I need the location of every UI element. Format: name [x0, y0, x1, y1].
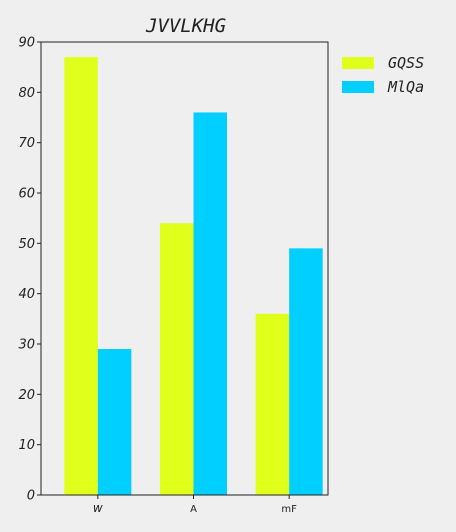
- y-tick-label: 20: [18, 388, 35, 403]
- y-tick-label: 10: [18, 438, 35, 453]
- legend-label: MlQa: [387, 78, 424, 96]
- x-tick-label: A: [190, 504, 197, 515]
- legend-swatch: [342, 81, 374, 93]
- y-tick-label: 30: [18, 338, 35, 353]
- y-tick-label: 80: [18, 86, 35, 101]
- bar-GQSS-w: [64, 57, 98, 495]
- y-tick-label: 40: [18, 287, 35, 302]
- bar-MlQa-A: [193, 112, 227, 495]
- x-tick-label: w: [93, 501, 103, 515]
- y-axis: 0 10 20 30 40 50 60 70 80 90: [18, 36, 41, 504]
- plot-frame: [40, 41, 329, 496]
- legend-label: GQSS: [388, 54, 424, 72]
- legend: GQSS MlQa: [342, 54, 424, 96]
- bars-group: [64, 57, 323, 495]
- y-tick-label: 90: [18, 36, 35, 51]
- y-tick-label: 70: [18, 136, 35, 151]
- bar-MlQa-mF: [289, 248, 323, 495]
- legend-swatch: [342, 57, 374, 69]
- y-tick-label: 60: [18, 187, 35, 202]
- x-tick-label: mF: [281, 504, 297, 515]
- bar-MlQa-w: [97, 349, 132, 495]
- bar-GQSS-A: [160, 223, 194, 495]
- y-tick-label: 0: [27, 489, 35, 504]
- chart-title: JVVLKHG: [145, 15, 226, 37]
- y-tick-label: 50: [18, 237, 35, 252]
- bar-GQSS-mF: [255, 313, 290, 495]
